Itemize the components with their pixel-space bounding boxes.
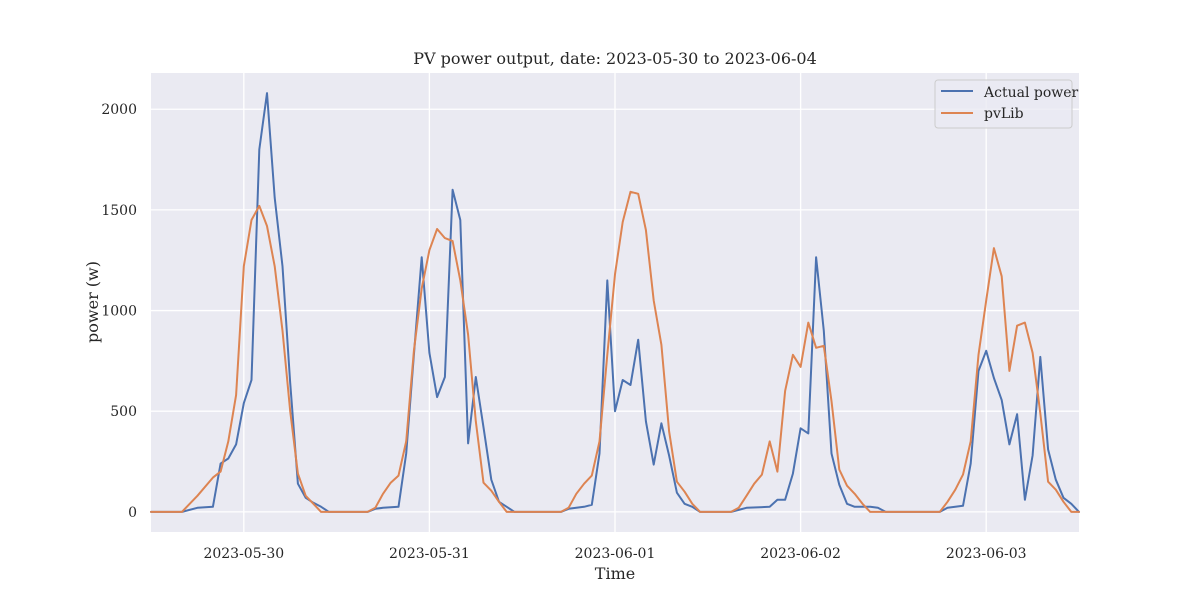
y-tick-label: 1000 [101, 304, 137, 320]
x-tick-label: 2023-06-01 [575, 546, 656, 562]
series-lines [150, 92, 1080, 513]
y-tick-label: 1500 [101, 203, 137, 219]
x-tick-label: 2023-05-30 [203, 546, 284, 562]
x-axis-label: Time [595, 564, 635, 583]
legend-label-pvlib: pvLib [984, 106, 1024, 122]
y-tick-label: 500 [110, 404, 137, 420]
legend-label-actual-power: Actual power [983, 85, 1079, 101]
y-axis-label: power (w) [83, 261, 102, 343]
x-tick-labels: 2023-05-30 2023-05-31 2023-06-01 2023-06-02… [203, 546, 1026, 562]
chart-title: PV power output, date: 2023-05-30 to 202… [413, 49, 817, 68]
y-tick-labels: 0 500 1000 1500 2000 [101, 102, 137, 521]
x-tick-label: 2023-06-03 [946, 546, 1027, 562]
y-tick-label: 2000 [101, 102, 137, 118]
x-tick-label: 2023-06-02 [760, 546, 841, 562]
legend: Actual power pvLib [934, 79, 1079, 129]
y-tick-label: 0 [128, 505, 137, 521]
x-tick-label: 2023-05-31 [389, 546, 470, 562]
series-line-pvlib [150, 190, 1080, 513]
